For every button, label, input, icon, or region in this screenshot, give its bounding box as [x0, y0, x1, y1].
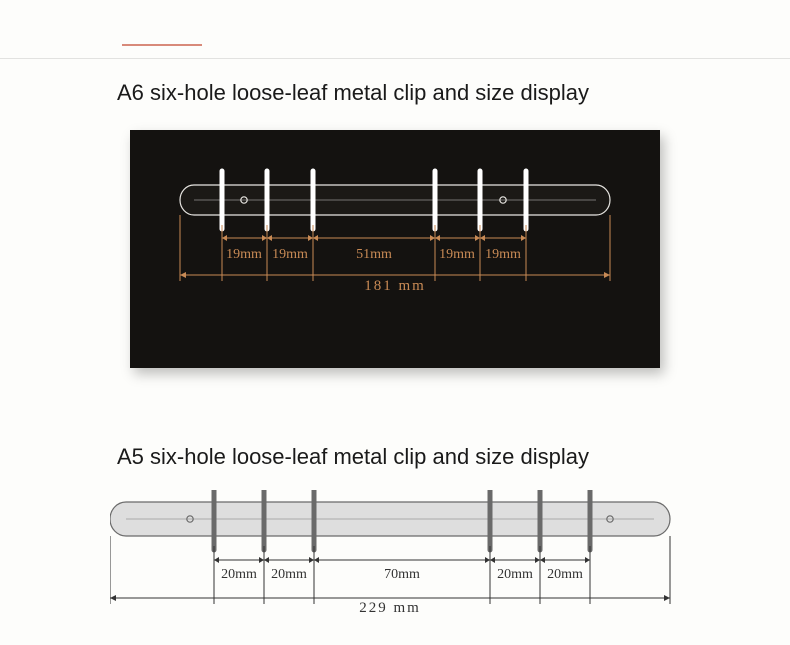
svg-text:70mm: 70mm — [384, 567, 420, 582]
svg-text:20mm: 20mm — [271, 567, 307, 582]
a5-title: A5 six-hole loose-leaf metal clip and si… — [117, 444, 589, 470]
svg-text:19mm: 19mm — [226, 247, 262, 262]
a6-diagram: 19mm 19mm 51mm 19mm 19mm 181 mm — [130, 130, 660, 368]
svg-text:19mm: 19mm — [485, 247, 521, 262]
top-divider — [0, 58, 790, 59]
svg-text:19mm: 19mm — [272, 247, 308, 262]
svg-text:20mm: 20mm — [547, 567, 583, 582]
a6-title: A6 six-hole loose-leaf metal clip and si… — [117, 80, 589, 106]
svg-text:20mm: 20mm — [497, 567, 533, 582]
a5-diagram-panel: 20mm 20mm 70mm 20mm 20mm 229 mm — [110, 490, 680, 630]
a5-diagram: 20mm 20mm 70mm 20mm 20mm 229 mm — [110, 490, 680, 630]
accent-underline — [122, 44, 202, 46]
svg-text:20mm: 20mm — [221, 567, 257, 582]
svg-text:229 mm: 229 mm — [359, 600, 421, 616]
a6-diagram-panel: 19mm 19mm 51mm 19mm 19mm 181 mm — [130, 130, 660, 368]
svg-text:51mm: 51mm — [356, 247, 392, 262]
svg-text:19mm: 19mm — [439, 247, 475, 262]
svg-text:181 mm: 181 mm — [364, 278, 426, 294]
